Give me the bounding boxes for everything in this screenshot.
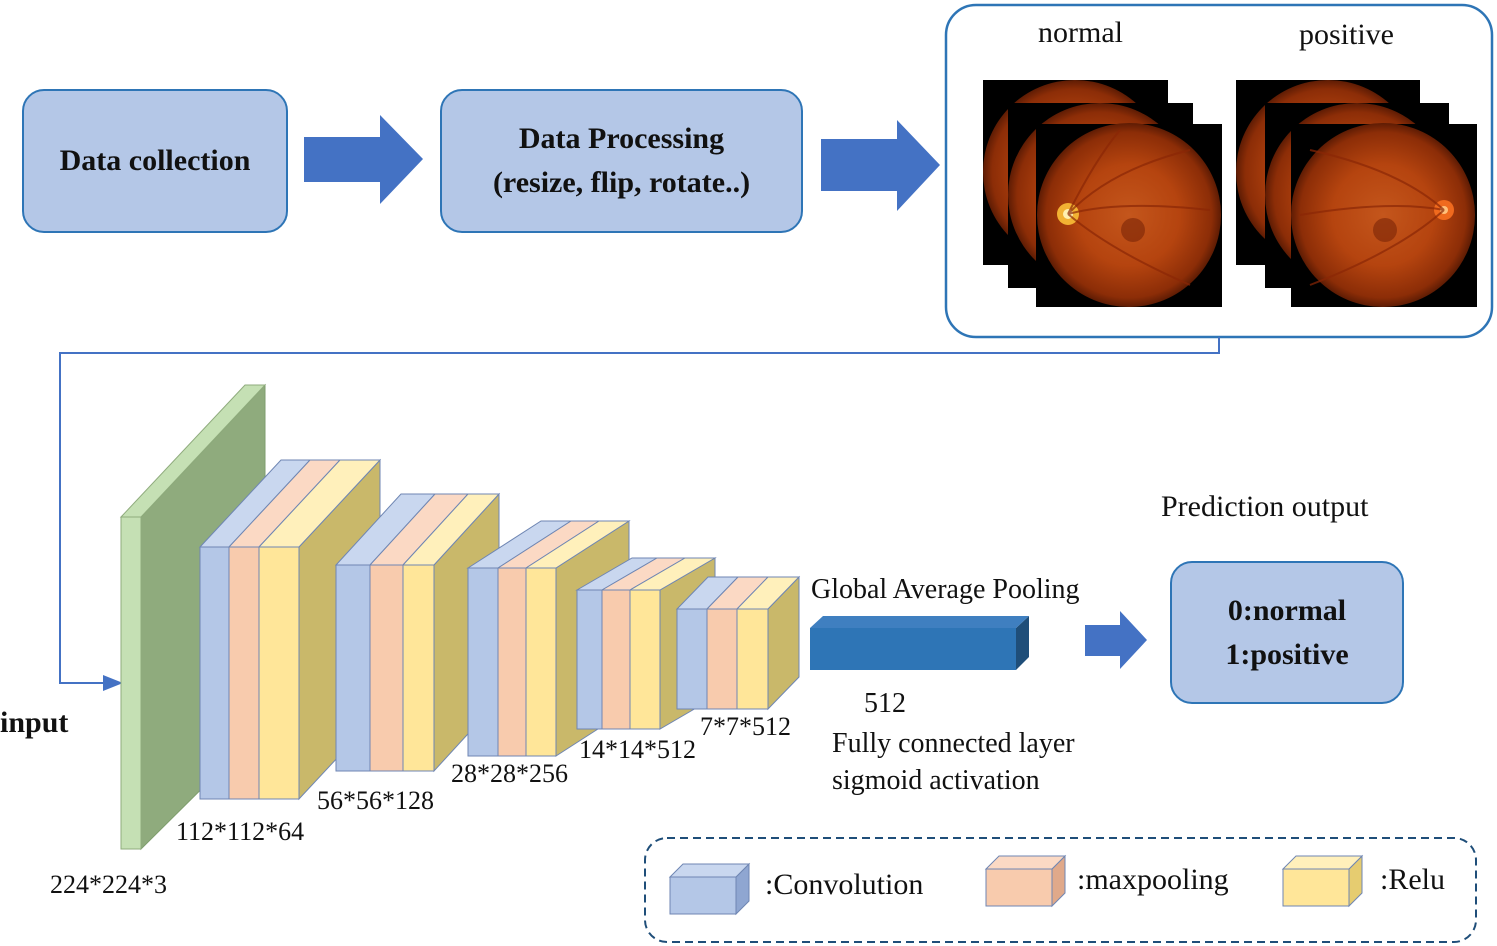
block-front-face xyxy=(497,567,527,757)
block-front-face xyxy=(335,564,371,772)
dim-label-block-1: 112*112*64 xyxy=(176,817,305,846)
legend-cube-2 xyxy=(984,854,1067,908)
fc-label: Fully connected layer xyxy=(832,728,1075,759)
dim-label-block-3: 28*28*256 xyxy=(451,759,568,788)
cube-top-face xyxy=(984,855,1067,870)
pipeline-arrow-1 xyxy=(304,115,423,204)
cnn-block-4 xyxy=(575,557,717,730)
legend-label-relu: :Relu xyxy=(1380,863,1445,896)
cnn-block-3 xyxy=(466,520,631,757)
cnn-blocks xyxy=(198,458,801,801)
fundus-stack-normal xyxy=(983,80,1222,307)
legend-cubes xyxy=(668,854,1364,916)
data-processing-title: Data Processing xyxy=(518,122,725,155)
output-arrow xyxy=(1085,611,1147,669)
prediction-output-box: 0:normal 1:positive xyxy=(1170,561,1404,704)
block-front-face xyxy=(629,589,661,730)
gap-label: Global Average Pooling xyxy=(811,574,1080,605)
cube-top-face xyxy=(1281,855,1364,870)
block-front-face xyxy=(402,564,435,772)
legend-label-convolution: :Convolution xyxy=(765,868,924,901)
block-front-face xyxy=(576,589,603,730)
legend-cube-3 xyxy=(1281,854,1364,908)
data-processing-subtitle: (resize, flip, rotate..) xyxy=(492,166,751,199)
dim-label-block-2: 56*56*128 xyxy=(317,786,434,815)
prediction-line-positive: 1:positive xyxy=(1225,637,1349,671)
fc-activation-label: sigmoid activation xyxy=(832,765,1040,796)
prediction-output-title: Prediction output xyxy=(1161,490,1369,523)
legend-label-maxpooling: :maxpooling xyxy=(1077,863,1229,896)
pipeline-arrow-2 xyxy=(821,120,940,211)
data-collection-box: Data collection xyxy=(22,89,288,233)
cube-front-face xyxy=(669,876,737,915)
cube-front-face xyxy=(1282,868,1350,907)
cube-front-face xyxy=(985,868,1053,907)
input-label: input xyxy=(0,706,69,739)
gap-bar xyxy=(810,616,1029,670)
block-front-face xyxy=(525,567,557,757)
prediction-line-normal: 0:normal xyxy=(1227,593,1347,627)
dim-label-input: 224*224*3 xyxy=(50,870,167,899)
legend-frame xyxy=(644,837,1477,943)
block-front-face xyxy=(676,608,708,710)
gap-size-label: 512 xyxy=(864,688,906,719)
cnn-block-5 xyxy=(675,575,801,711)
data-processing-box: Data Processing (resize, flip, rotate..) xyxy=(440,89,803,233)
block-front-face xyxy=(199,546,230,800)
connector-line xyxy=(59,337,1220,691)
legend-cube-1 xyxy=(668,862,751,916)
block-front-face xyxy=(601,589,631,730)
data-collection-label: Data collection xyxy=(59,144,251,177)
cube-top-face xyxy=(668,863,751,878)
block-front-face xyxy=(228,546,260,800)
block-front-face xyxy=(369,564,404,772)
block-front-face xyxy=(467,567,499,757)
dim-label-block-4: 14*14*512 xyxy=(579,735,696,764)
class-label-normal: normal xyxy=(1038,16,1123,49)
block-front-face xyxy=(706,608,738,710)
fundus-stack-positive xyxy=(1236,80,1477,307)
dim-label-block-5: 7*7*512 xyxy=(700,712,791,741)
block-front-face xyxy=(736,608,769,710)
block-front-face xyxy=(258,546,300,800)
class-label-positive: positive xyxy=(1299,18,1394,51)
